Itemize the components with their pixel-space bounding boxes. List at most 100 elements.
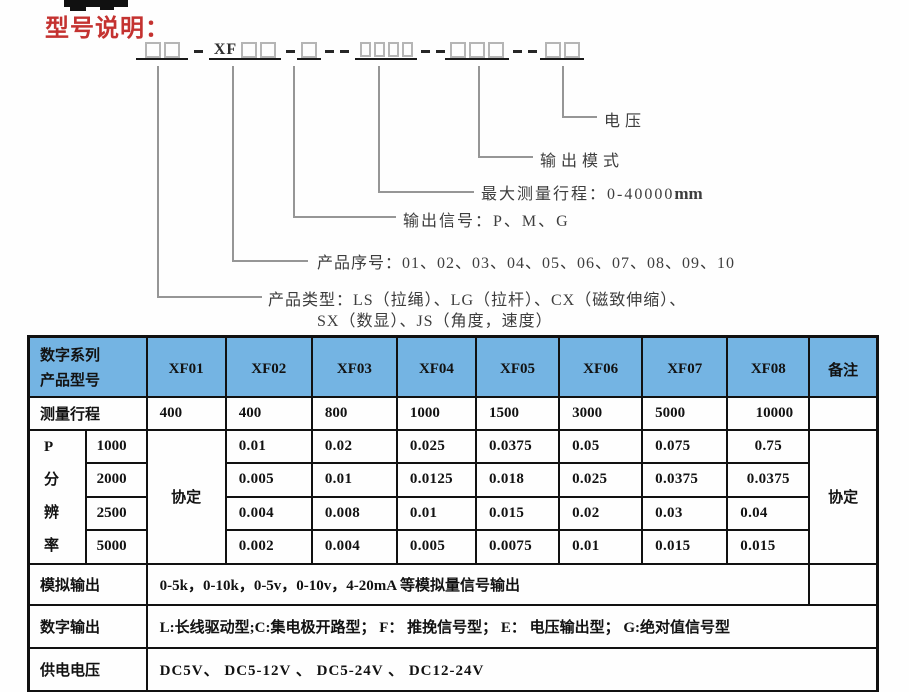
code-box xyxy=(241,42,258,58)
res-2500-xf05: 0.015 xyxy=(474,495,561,531)
res-5000-xf06: 0.01 xyxy=(558,529,644,565)
code-box xyxy=(544,42,561,58)
power-supply-row: 供电电压 DC5V、 DC5-12V 、 DC5-24V 、 DC12-24V xyxy=(27,646,879,692)
callout-max-stroke-unit: mm xyxy=(674,184,703,203)
resolution-row-5000: 5000 0.002 0.004 0.005 0.0075 0.01 0.015… xyxy=(29,529,878,565)
analog-output-row: 模拟输出 0-5k，0-10k，0-5v，0-10v，4-20mA 等模拟量信号… xyxy=(27,562,879,606)
digital-output-value: L:长线驱动型;C:集电极开路型； F： 推挽信号型； E： 电压输出型； G:… xyxy=(145,603,879,649)
code-dash xyxy=(340,50,349,53)
res-1000-xf05: 0.0375 xyxy=(474,428,561,464)
callout-voltage: 电压 xyxy=(604,113,647,130)
code-box xyxy=(401,42,413,57)
header-xf08: XF08 xyxy=(726,335,811,398)
xf01-merged: 协定 xyxy=(145,428,227,565)
stroke-xf05: 1500 xyxy=(474,395,561,431)
code-segment-voltage xyxy=(540,42,584,60)
res-5000-xf03: 0.004 xyxy=(310,529,398,565)
code-segment-serial: XF xyxy=(209,42,281,60)
analog-output-value: 0-5k，0-10k，0-5v，0-10v，4-20mA 等模拟量信号输出 xyxy=(145,562,811,606)
code-box xyxy=(563,42,580,58)
stroke-xf07: 5000 xyxy=(641,395,729,431)
cropped-artifact xyxy=(64,0,128,11)
code-prefix-xf: XF xyxy=(213,41,238,58)
code-box xyxy=(488,42,504,58)
power-supply-value: DC5V、 DC5-12V 、 DC5-24V 、 DC12-24V xyxy=(145,646,879,692)
digital-output-label: 数字输出 xyxy=(27,603,148,649)
callout-output-mode: 输出模式 xyxy=(540,153,625,170)
res-2500-xf06: 0.02 xyxy=(558,495,644,531)
resolution-label-char: 辨 xyxy=(44,504,60,521)
code-box xyxy=(387,42,399,57)
resolution-label-char: P xyxy=(44,438,54,455)
header-xf07: XF07 xyxy=(641,335,729,398)
stroke-xf03: 800 xyxy=(310,395,398,431)
digital-output-row: 数字输出 L:长线驱动型;C:集电极开路型； F： 推挽信号型； E： 电压输出… xyxy=(27,603,879,649)
header-xf01: XF01 xyxy=(145,335,227,398)
code-dash xyxy=(513,50,522,53)
code-segment-stroke xyxy=(355,42,417,60)
code-segment-signal xyxy=(297,42,321,60)
code-dash xyxy=(528,50,537,53)
res-1000-xf06: 0.05 xyxy=(558,428,644,464)
res-2500-xf02: 0.004 xyxy=(224,495,313,531)
stroke-remark-empty xyxy=(808,395,879,431)
res-2000-xf07: 0.0375 xyxy=(641,462,729,498)
code-dash xyxy=(436,50,445,53)
res-5000-xf05: 0.0075 xyxy=(474,529,561,565)
code-dash xyxy=(286,50,295,53)
res-2000-xf02: 0.005 xyxy=(224,462,313,498)
code-segment-output-mode xyxy=(445,42,509,60)
code-box xyxy=(144,42,161,58)
stroke-row: 测量行程 400 400 800 1000 1500 3000 5000 100… xyxy=(27,395,879,431)
header-xf02: XF02 xyxy=(224,335,313,398)
spec-table: 数字系列 产品型号 XF01 XF02 XF03 XF04 XF05 XF06 … xyxy=(27,335,879,692)
callout-output-signal: 输出信号：P、M、G xyxy=(403,213,570,230)
callout-product-type-line1: 产品类型：LS（拉绳）、LG（拉杆）、CX（磁致伸缩）、 xyxy=(268,292,687,309)
res-2500-xf08: 0.04 xyxy=(726,495,811,531)
res-5000-xf07: 0.015 xyxy=(641,529,729,565)
header-xf05: XF05 xyxy=(474,335,561,398)
analog-remark-empty xyxy=(808,562,879,606)
connector-output-mode xyxy=(478,66,533,158)
table-header-row: 数字系列 产品型号 XF01 XF02 XF03 XF04 XF05 XF06 … xyxy=(27,335,879,398)
callout-product-type-line2: SX（数显）、JS（角度，速度） xyxy=(317,313,553,330)
code-dash xyxy=(325,50,334,53)
res-2000-xf03: 0.01 xyxy=(310,462,398,498)
code-box xyxy=(301,42,317,58)
header-xf06: XF06 xyxy=(558,335,644,398)
header-xf04: XF04 xyxy=(395,335,477,398)
res-5000-xf04: 0.005 xyxy=(395,529,477,565)
header-remark: 备注 xyxy=(808,335,879,398)
resolution-row-2500: 2500 0.004 0.008 0.01 0.015 0.02 0.03 0.… xyxy=(29,495,878,531)
connector-product-serial xyxy=(232,66,308,262)
code-box xyxy=(260,42,277,58)
res-2500-xf07: 0.03 xyxy=(641,495,729,531)
res-1000-xf03: 0.02 xyxy=(310,428,398,464)
analog-output-label: 模拟输出 xyxy=(27,562,148,606)
res-2000-xf04: 0.0125 xyxy=(395,462,477,498)
res-1000-xf02: 0.01 xyxy=(224,428,313,464)
callout-max-stroke: 最大测量行程：0-40000mm xyxy=(481,180,703,204)
stroke-xf04: 1000 xyxy=(395,395,477,431)
stroke-xf08: 10000 xyxy=(726,395,811,431)
code-dash xyxy=(421,50,430,53)
connector-voltage xyxy=(562,66,597,118)
freq-5000: 5000 xyxy=(84,529,148,565)
header-series-line1: 数字系列 xyxy=(40,347,101,364)
page-title: 型号说明： xyxy=(45,15,170,42)
connector-output-signal xyxy=(293,66,396,218)
res-1000-xf07: 0.075 xyxy=(641,428,729,464)
res-2000-xf06: 0.025 xyxy=(558,462,644,498)
freq-2500: 2500 xyxy=(84,495,148,531)
power-supply-label: 供电电压 xyxy=(27,646,148,692)
resolution-row-2000: 2000 0.005 0.01 0.0125 0.018 0.025 0.037… xyxy=(29,462,878,498)
code-box xyxy=(359,42,371,57)
code-box xyxy=(373,42,385,57)
res-2500-xf03: 0.008 xyxy=(310,495,398,531)
res-1000-xf04: 0.025 xyxy=(395,428,477,464)
callout-product-serial: 产品序号：01、02、03、04、05、06、07、08、09、10 xyxy=(317,255,736,272)
header-series-model: 数字系列 产品型号 xyxy=(27,335,148,398)
resolution-row-1000: P 分 辨 率 1000 协定 0.01 0.02 0.025 0.0375 0… xyxy=(27,428,879,565)
code-segment-type xyxy=(136,42,188,60)
